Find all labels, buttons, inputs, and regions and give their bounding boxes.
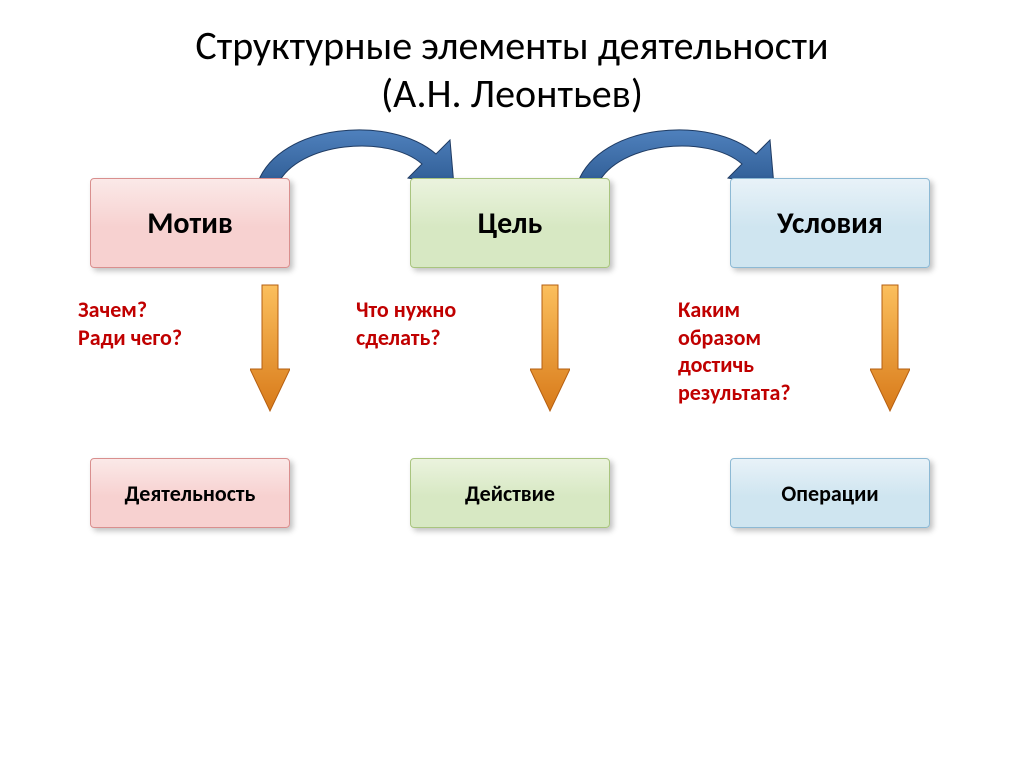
down-arrow-2 — [870, 283, 910, 403]
bottom-box-2: Операции — [730, 458, 930, 528]
diagram-title: Структурные элементы деятельности (А.Н. … — [0, 0, 1024, 118]
bottom-box-0: Деятельность — [90, 458, 290, 528]
top-box-2: Условия — [730, 178, 930, 268]
down-arrow-1 — [530, 283, 570, 403]
title-line2: (А.Н. Леонтьев) — [381, 69, 643, 118]
question-text-1: Что нужносделать? — [356, 296, 456, 351]
top-box-0: Мотив — [90, 178, 290, 268]
bottom-box-1: Действие — [410, 458, 610, 528]
question-text-2: Какимобразомдостичьрезультата? — [678, 296, 791, 406]
down-arrow-0 — [250, 283, 290, 403]
question-text-0: Зачем?Ради чего? — [78, 296, 182, 351]
title-line1: Структурные элементы деятельности — [195, 21, 828, 70]
diagram-stage: Мотив Зачем?Ради чего? Деятельность Цель Что… — [0, 118, 1024, 738]
top-box-1: Цель — [410, 178, 610, 268]
